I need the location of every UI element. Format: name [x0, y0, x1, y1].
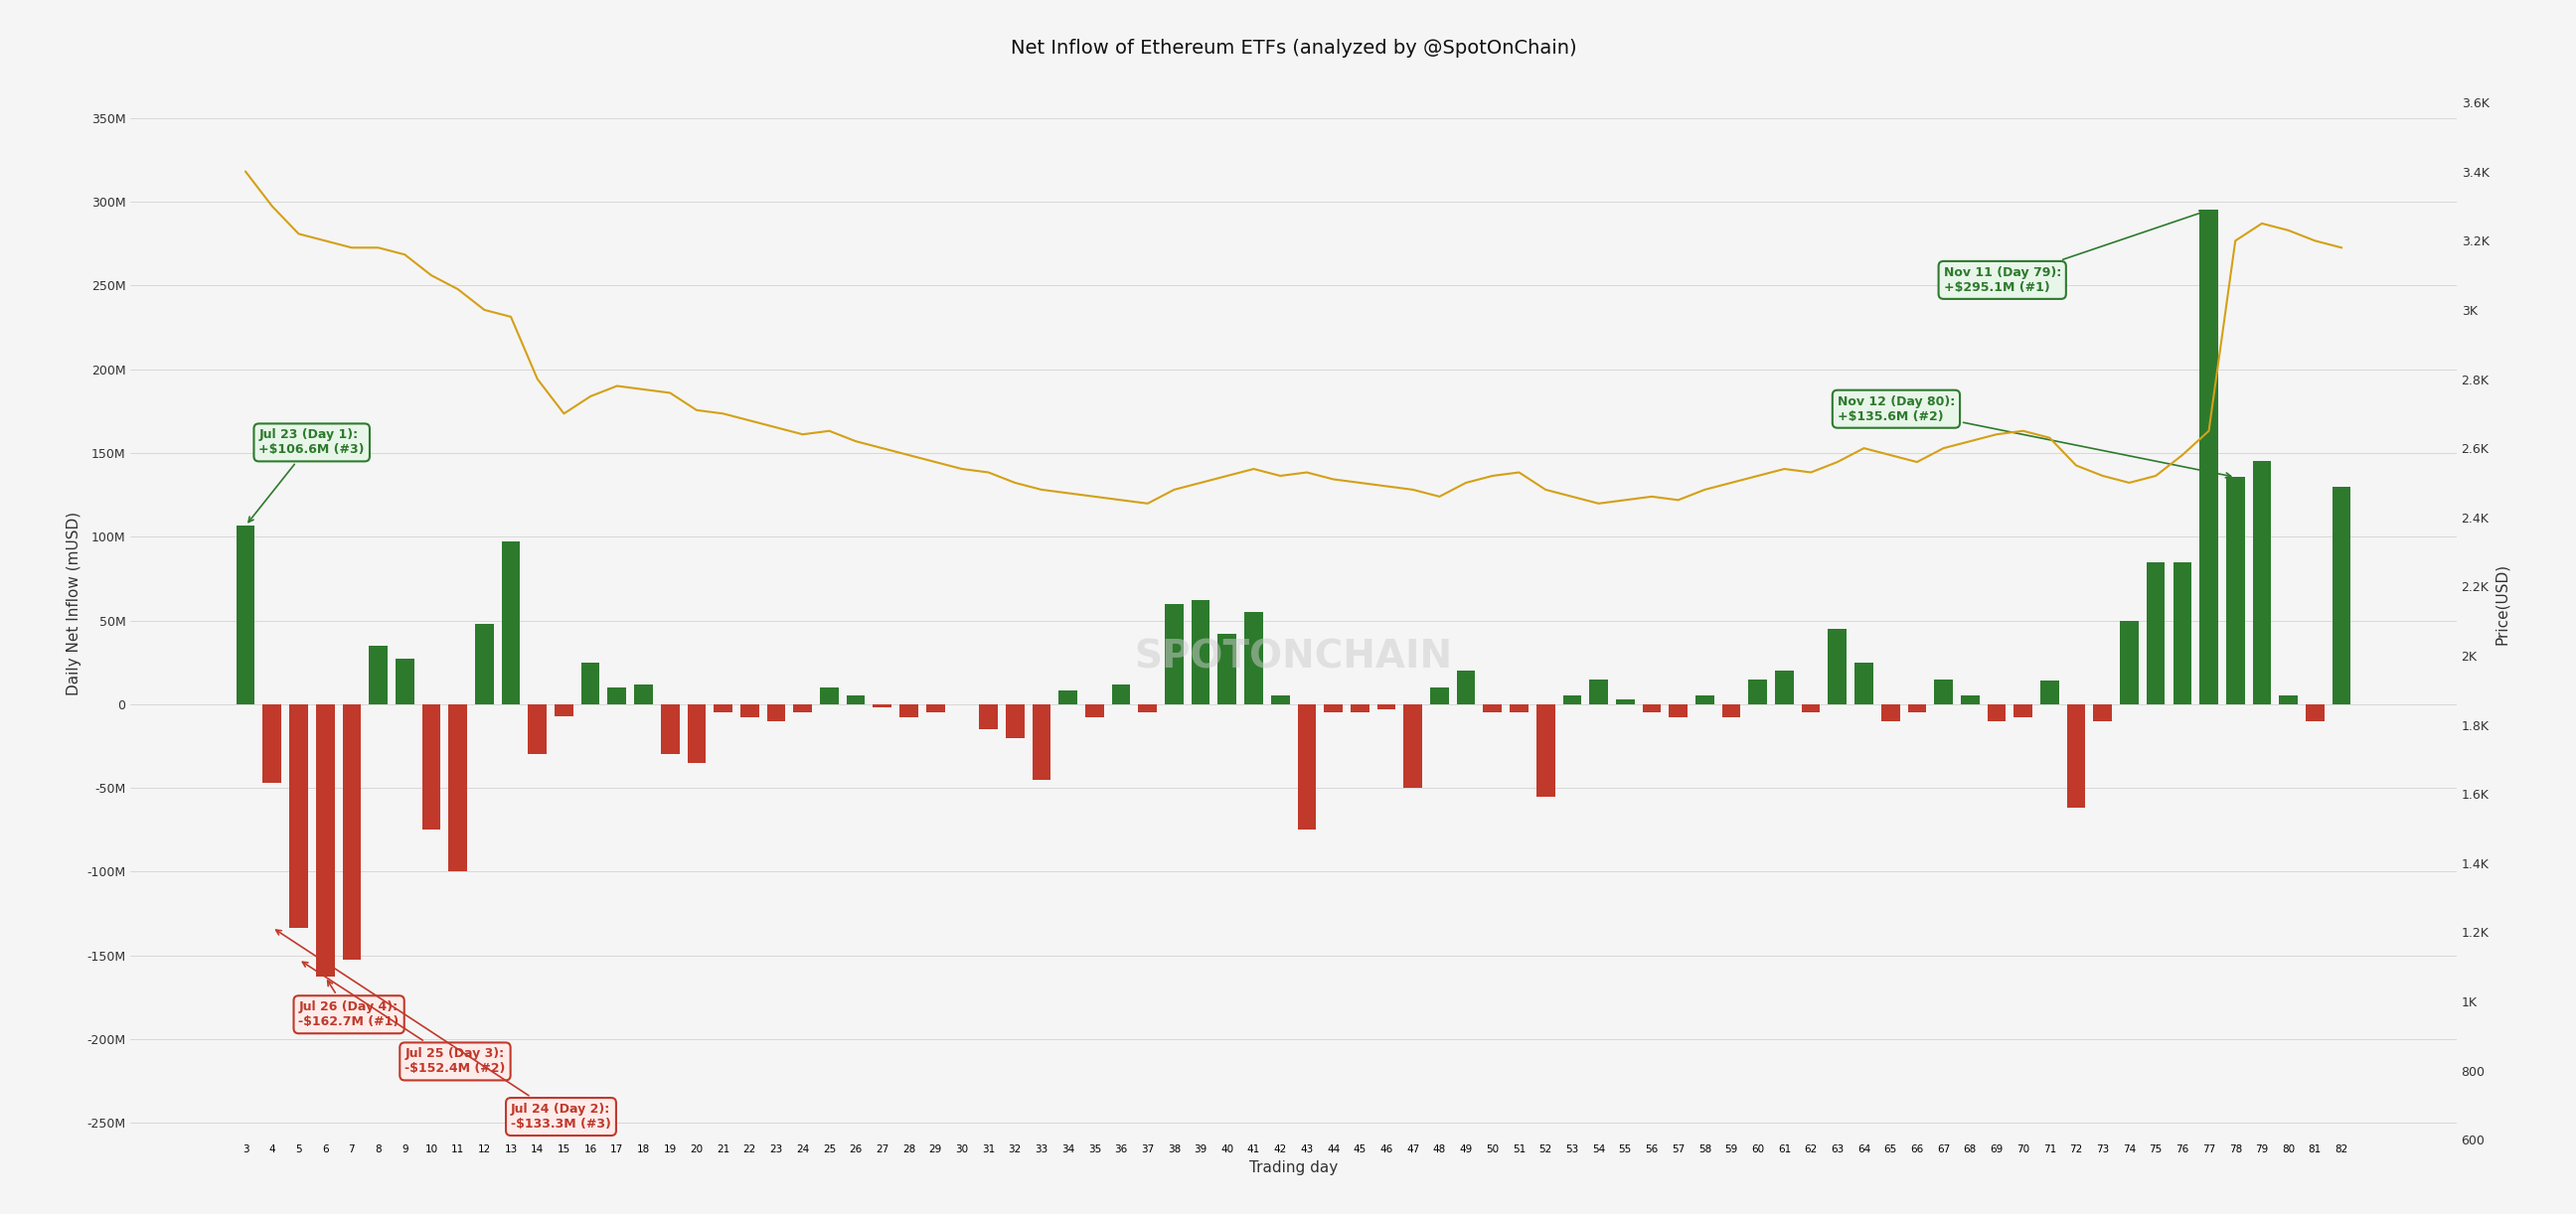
Bar [1270, 696, 1291, 704]
Bar [793, 704, 811, 713]
Bar [1960, 696, 1978, 704]
Bar [2306, 704, 2324, 721]
Bar [474, 624, 495, 704]
Bar [1589, 679, 1607, 704]
Bar [1986, 704, 2007, 721]
Text: Jul 23 (Day 1):
+$106.6M (#3): Jul 23 (Day 1): +$106.6M (#3) [247, 429, 366, 522]
Bar [1404, 704, 1422, 788]
Bar [1615, 699, 1633, 704]
Bar [1721, 704, 1741, 717]
Bar [1510, 704, 1528, 713]
Bar [1218, 634, 1236, 704]
Bar [2014, 704, 2032, 717]
Bar [2251, 461, 2272, 704]
Bar [2280, 696, 2298, 704]
Text: Jul 24 (Day 2):
-$133.3M (#3): Jul 24 (Day 2): -$133.3M (#3) [276, 930, 611, 1130]
Bar [1564, 696, 1582, 704]
Y-axis label: Price(USD): Price(USD) [2494, 563, 2509, 645]
Bar [1455, 671, 1476, 704]
Bar [634, 685, 652, 704]
Text: Jul 25 (Day 3):
-$152.4M (#2): Jul 25 (Day 3): -$152.4M (#2) [301, 961, 505, 1076]
Bar [714, 704, 732, 713]
Bar [1324, 704, 1342, 713]
Bar [2094, 704, 2112, 721]
Y-axis label: Daily Net Inflow (mUSD): Daily Net Inflow (mUSD) [67, 512, 82, 696]
Bar [927, 704, 945, 713]
Bar [1350, 704, 1368, 713]
Title: Net Inflow of Ethereum ETFs (analyzed by @SpotOnChain): Net Inflow of Ethereum ETFs (analyzed by… [1010, 39, 1577, 58]
Bar [1190, 601, 1211, 704]
Bar [768, 704, 786, 721]
Bar [368, 646, 386, 704]
Bar [1643, 704, 1662, 713]
Bar [1244, 612, 1262, 704]
Bar [1535, 704, 1556, 796]
Bar [1829, 629, 1847, 704]
Bar [582, 663, 600, 704]
Bar [1801, 704, 1821, 713]
Bar [873, 704, 891, 708]
Bar [1749, 679, 1767, 704]
Bar [2174, 562, 2192, 704]
Bar [1484, 704, 1502, 713]
Bar [1164, 603, 1182, 704]
Bar [2146, 562, 2164, 704]
Bar [1909, 704, 1927, 713]
Bar [2331, 487, 2352, 704]
Bar [688, 704, 706, 762]
Bar [448, 704, 466, 872]
Bar [1059, 691, 1077, 704]
Text: Jul 26 (Day 4):
-$162.7M (#1): Jul 26 (Day 4): -$162.7M (#1) [299, 981, 399, 1028]
Bar [1935, 679, 1953, 704]
Bar [1880, 704, 1899, 721]
Bar [263, 704, 281, 783]
Bar [1298, 704, 1316, 830]
Bar [317, 704, 335, 977]
Bar [397, 659, 415, 704]
Bar [1695, 696, 1713, 704]
Text: Nov 11 (Day 79):
+$295.1M (#1): Nov 11 (Day 79): +$295.1M (#1) [1942, 211, 2205, 294]
Bar [528, 704, 546, 754]
Text: Nov 12 (Day 80):
+$135.6M (#2): Nov 12 (Day 80): +$135.6M (#2) [1837, 395, 2231, 477]
Bar [1113, 685, 1131, 704]
Bar [848, 696, 866, 704]
Bar [289, 704, 309, 927]
Bar [1005, 704, 1025, 738]
Bar [422, 704, 440, 830]
Bar [1430, 687, 1448, 704]
Bar [662, 704, 680, 754]
Bar [2066, 704, 2087, 809]
Bar [1139, 704, 1157, 713]
Bar [739, 704, 760, 717]
Bar [608, 687, 626, 704]
Bar [237, 526, 255, 704]
Bar [1775, 671, 1793, 704]
Bar [343, 704, 361, 959]
Bar [2200, 210, 2218, 704]
Bar [502, 541, 520, 704]
Bar [979, 704, 997, 730]
X-axis label: Trading day: Trading day [1249, 1159, 1337, 1175]
Bar [1378, 704, 1396, 709]
Bar [1084, 704, 1105, 717]
Bar [2226, 477, 2244, 704]
Text: SPOTONCHAIN: SPOTONCHAIN [1133, 639, 1453, 676]
Bar [2120, 620, 2138, 704]
Bar [554, 704, 574, 716]
Bar [2040, 681, 2058, 704]
Bar [819, 687, 840, 704]
Bar [1033, 704, 1051, 779]
Bar [1669, 704, 1687, 717]
Bar [899, 704, 917, 717]
Bar [1855, 663, 1873, 704]
